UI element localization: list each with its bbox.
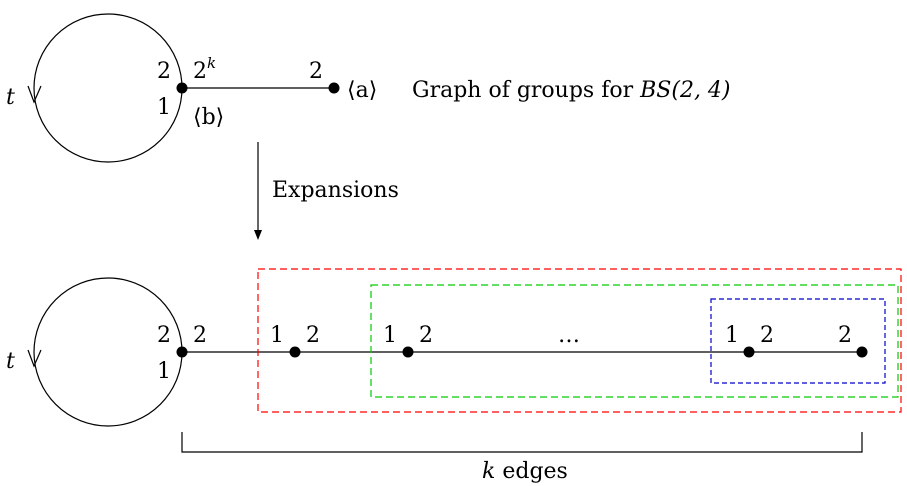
bottom-vertex-1-left: 1 <box>270 323 284 348</box>
top-vertex-a-edge-end: 2 <box>309 59 323 84</box>
bottom-vertex-last-inner <box>743 346 755 358</box>
bottom-vertex-terminal <box>856 346 868 358</box>
bottom-vertex-2-left: 1 <box>383 323 397 348</box>
bottom-base-edge-end: 2 <box>193 323 207 348</box>
expansion-arrow-head <box>254 230 262 240</box>
bottom-loop-circle <box>33 277 183 427</box>
bottom-vertex-base <box>176 346 188 358</box>
edge-count-bracket <box>181 432 863 453</box>
top-vertex-b-edge-end: 2k <box>193 54 216 84</box>
bottom-last-inner-right: 2 <box>760 323 774 348</box>
top-loop-label: t <box>6 85 15 110</box>
top-loop-arrow <box>27 85 42 104</box>
bottom-loop-label: t <box>6 349 15 374</box>
top-loop-circle <box>33 13 183 163</box>
expansion-arrow-label: Expansions <box>272 178 399 203</box>
bottom-ellipsis: … <box>558 323 580 348</box>
top-vertex-b-loop-in: 2 <box>157 59 171 84</box>
top-vertex-a <box>328 82 340 94</box>
top-vertex-b <box>176 82 188 94</box>
bottom-vertex-2-right: 2 <box>419 323 433 348</box>
bottom-base-loop-in: 2 <box>157 323 171 348</box>
bottom-vertex-2 <box>402 346 414 358</box>
top-vertex-b-group: ⟨b⟩ <box>193 105 224 130</box>
top-vertex-b-loop-out: 1 <box>157 95 171 120</box>
bottom-terminal-left: 2 <box>838 323 852 348</box>
bottom-vertex-1 <box>289 346 301 358</box>
bottom-vertex-1-right: 2 <box>306 323 320 348</box>
middle-dashed-box <box>370 284 899 398</box>
bottom-loop-arrow <box>27 349 42 368</box>
top-vertex-a-group: ⟨a⟩ <box>347 78 377 103</box>
edge-count-label: k edges <box>482 459 568 484</box>
bottom-last-inner-left: 1 <box>725 323 739 348</box>
outer-dashed-box <box>257 268 902 413</box>
top-caption: Graph of groups for BS(2, 4) <box>412 78 731 103</box>
bottom-base-loop-out: 1 <box>157 359 171 384</box>
inner-dashed-box <box>710 298 886 384</box>
